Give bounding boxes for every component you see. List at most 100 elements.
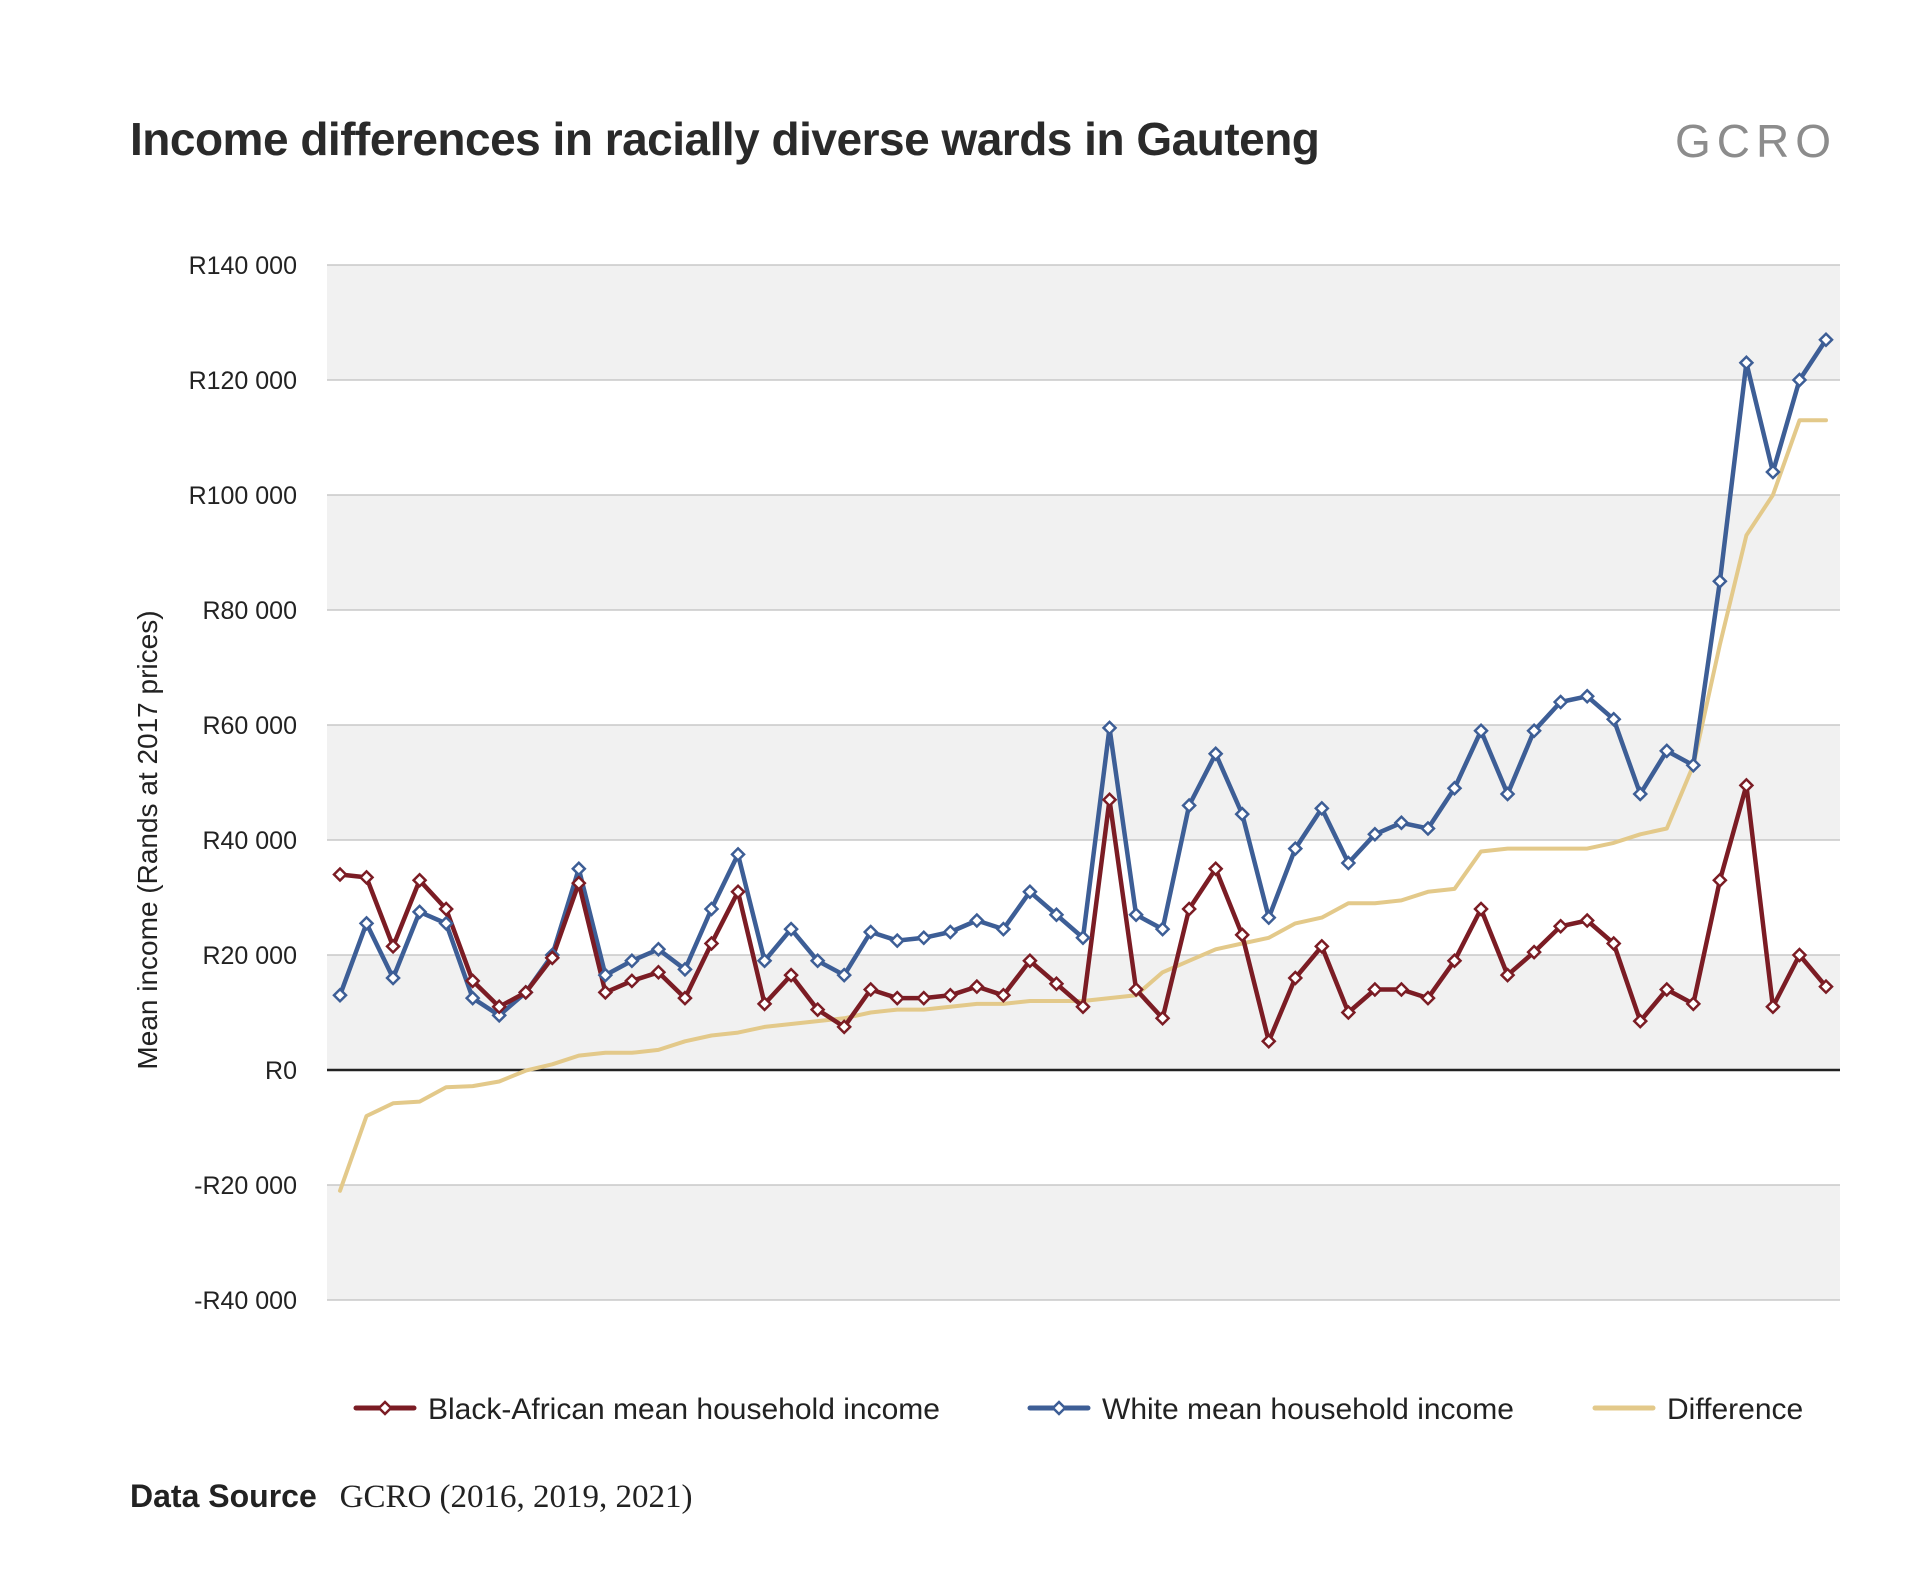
line-chart: R140 000 R120 000 R100 000 R80 000 R60 000 R4… xyxy=(132,252,1840,1426)
data-point-marker xyxy=(650,941,667,958)
data-point-marker xyxy=(1393,981,1410,998)
data-point-marker xyxy=(597,984,614,1001)
data-point-marker xyxy=(756,952,773,969)
data-point-marker xyxy=(1738,777,1755,794)
data-point-marker xyxy=(517,984,534,1001)
data-point-marker xyxy=(1526,944,1542,960)
data-point-marker xyxy=(1154,921,1171,937)
data-point-marker xyxy=(1128,906,1144,923)
data-point-marker xyxy=(1022,883,1038,900)
chart-title: Income differences in racially diverse w… xyxy=(130,113,1320,165)
data-point-marker xyxy=(438,915,454,932)
data-point-marker xyxy=(1022,952,1038,969)
data-point-marker xyxy=(730,883,746,900)
data-point-marker xyxy=(1818,978,1834,995)
y-tick-label: R80 000 xyxy=(202,597,297,625)
background-bands xyxy=(327,265,1840,1300)
y-tick-label: R60 000 xyxy=(202,712,297,740)
data-point-marker xyxy=(889,990,906,1006)
data-point-marker xyxy=(703,935,720,952)
data-point-marker xyxy=(1314,800,1330,817)
data-point-marker xyxy=(969,912,985,929)
data-point-marker xyxy=(597,967,614,983)
data-point-marker xyxy=(995,987,1012,1004)
data-point-marker xyxy=(756,996,773,1012)
data-point-marker xyxy=(995,921,1012,937)
data-point-marker xyxy=(942,987,959,1004)
legend: Black-African mean household income White… xyxy=(353,1393,1803,1426)
gcro-logo: GCRO xyxy=(1675,115,1837,167)
data-point-marker xyxy=(1128,981,1144,998)
data-point-marker xyxy=(1552,918,1569,935)
data-point-marker xyxy=(730,846,746,863)
data-point-marker xyxy=(809,1001,826,1018)
data-point-marker xyxy=(332,866,348,883)
data-point-marker xyxy=(916,990,932,1006)
data-point-marker xyxy=(1446,952,1463,969)
data-point-marker xyxy=(1473,722,1489,739)
data-point-marker xyxy=(1818,331,1834,348)
data-point-marker xyxy=(1579,912,1595,929)
legend-label: Difference xyxy=(1667,1393,1803,1426)
y-tick-label: R40 000 xyxy=(202,827,297,855)
data-point-marker xyxy=(1101,791,1118,808)
y-tick-label: R0 xyxy=(265,1057,297,1085)
data-point-marker xyxy=(862,924,879,940)
data-point-marker xyxy=(332,987,348,1004)
data-point-marker xyxy=(677,990,693,1006)
data-point-marker xyxy=(1048,975,1065,992)
data-point-marker xyxy=(650,964,667,981)
data-point-marker xyxy=(1712,872,1728,889)
data-point-marker xyxy=(1765,998,1781,1015)
data-point-marker xyxy=(942,924,959,940)
y-tick-labels: R140 000 R120 000 R100 000 R80 000 R60 000 R4… xyxy=(189,252,297,1315)
data-point-marker xyxy=(1287,840,1304,857)
data-point-marker xyxy=(1446,780,1463,797)
data-point-marker xyxy=(1207,745,1224,762)
y-tick-label: -R20 000 xyxy=(194,1172,297,1200)
data-point-marker xyxy=(1154,1010,1171,1027)
data-point-marker xyxy=(624,973,640,989)
data-point-marker xyxy=(464,990,481,1006)
data-point-marker xyxy=(783,967,799,983)
gridlines xyxy=(327,264,1840,1301)
data-point-marker xyxy=(1712,573,1728,590)
data-point-marker xyxy=(1181,797,1197,814)
data-source-value: GCRO (2016, 2019, 2021) xyxy=(339,1479,693,1515)
data-point-marker xyxy=(1287,970,1304,986)
series-markers xyxy=(332,331,1834,1050)
data-point-marker xyxy=(1420,990,1436,1006)
data-point-marker xyxy=(571,860,587,877)
data-point-marker xyxy=(1393,814,1410,831)
y-tick-label: R120 000 xyxy=(189,367,297,395)
data-point-marker xyxy=(1314,938,1330,955)
data-point-marker xyxy=(1659,743,1675,759)
data-point-marker xyxy=(1738,354,1755,371)
data-point-marker xyxy=(464,973,481,989)
data-point-marker xyxy=(385,938,401,955)
data-point-marker xyxy=(1791,372,1808,388)
data-point-marker xyxy=(1552,694,1569,710)
data-point-marker xyxy=(1367,826,1383,843)
data-point-marker xyxy=(1048,906,1065,923)
legend-label: Black-African mean household income xyxy=(428,1393,940,1426)
data-point-marker xyxy=(1181,901,1197,917)
y-axis-title: Mean income (Rands at 2017 prices) xyxy=(132,610,163,1069)
series-line-1 xyxy=(337,337,1829,1018)
data-point-marker xyxy=(544,950,561,966)
data-point-marker xyxy=(1075,929,1091,946)
legend-marker xyxy=(377,1400,393,1416)
data-point-marker xyxy=(1605,711,1622,728)
grid-band xyxy=(327,495,1840,610)
data-point-marker xyxy=(1101,720,1118,736)
data-point-marker xyxy=(1765,464,1781,480)
data-point-marker xyxy=(1207,860,1224,877)
data-point-marker xyxy=(969,978,985,995)
data-point-marker xyxy=(491,998,507,1015)
data-source: Data Source GCRO (2016, 2019, 2021) xyxy=(130,1478,693,1516)
data-point-marker xyxy=(1473,901,1489,917)
data-point-marker xyxy=(358,915,375,932)
data-point-marker xyxy=(1234,806,1250,822)
data-point-marker xyxy=(1260,909,1277,926)
data-point-marker xyxy=(438,901,454,917)
